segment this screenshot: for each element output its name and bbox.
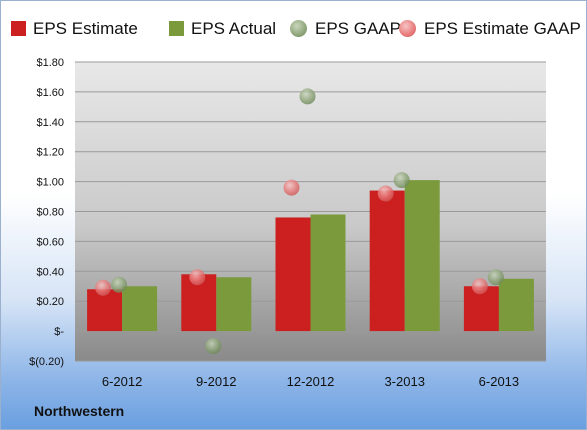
- legend-label-eps-estimate: EPS Estimate: [33, 19, 138, 38]
- y-tick-label: $0.40: [36, 266, 64, 278]
- bars: [87, 180, 534, 332]
- marker-eps-gaap: [487, 269, 504, 286]
- y-tick-label: $0.80: [36, 207, 64, 219]
- legend-swatch-eps-estimate: [11, 21, 26, 36]
- marker-eps-estimate-gaap: [471, 278, 488, 295]
- y-tick-label: $-: [54, 326, 64, 338]
- bar-eps-actual: [310, 214, 346, 332]
- marker-eps-estimate-gaap: [377, 185, 394, 202]
- bar-eps-estimate: [87, 289, 123, 332]
- marker-eps-estimate-gaap: [283, 179, 300, 196]
- legend-marker-eps-estimate-gaap: [399, 20, 416, 37]
- y-tick-label: $(0.20): [29, 356, 64, 368]
- marker-eps-estimate-gaap: [95, 279, 112, 296]
- bar-eps-estimate: [275, 217, 311, 332]
- bar-eps-estimate: [369, 190, 405, 332]
- marker-eps-gaap: [299, 88, 316, 105]
- y-axis-tick-labels: $(0.20) $- $0.20 $0.40 $0.60 $0.80 $1.00 $1.20 $…: [29, 57, 64, 368]
- legend-label-eps-gaap: EPS GAAP: [315, 19, 401, 38]
- x-tick-label: 9-2012: [196, 374, 236, 389]
- bar-eps-actual: [122, 286, 158, 332]
- y-tick-label: $1.20: [36, 147, 64, 159]
- company-label: Northwestern: [34, 403, 125, 419]
- marker-eps-estimate-gaap: [189, 269, 206, 286]
- bar-eps-actual: [216, 277, 252, 332]
- marker-eps-gaap: [393, 172, 410, 189]
- x-tick-label: 3-2013: [384, 374, 424, 389]
- markers: [95, 88, 504, 355]
- legend-label-eps-estimate-gaap: EPS Estimate GAAP: [424, 19, 581, 38]
- x-axis-tick-labels: 6-2012 9-2012 12-2012 3-2013 6-2013: [102, 374, 519, 389]
- legend-marker-eps-gaap: [290, 20, 307, 37]
- y-tick-label: $1.80: [36, 57, 64, 69]
- x-tick-label: 6-2013: [479, 374, 519, 389]
- x-tick-label: 12-2012: [287, 374, 335, 389]
- legend-label-eps-actual: EPS Actual: [191, 19, 277, 38]
- y-tick-label: $1.00: [36, 177, 64, 189]
- marker-eps-gaap: [111, 276, 128, 293]
- y-tick-label: $1.60: [36, 87, 64, 99]
- y-tick-label: $1.40: [36, 117, 64, 129]
- y-tick-label: $0.20: [36, 296, 64, 308]
- bar-eps-actual: [498, 278, 534, 332]
- legend-swatch-eps-actual: [169, 21, 184, 36]
- marker-eps-gaap: [205, 338, 222, 355]
- bar-eps-actual: [404, 180, 440, 332]
- y-tick-label: $0.60: [36, 236, 64, 248]
- x-tick-label: 6-2012: [102, 374, 142, 389]
